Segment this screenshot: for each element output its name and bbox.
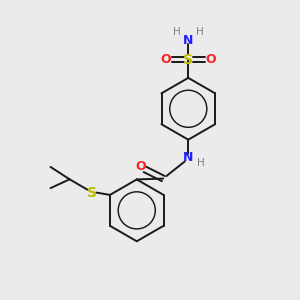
Text: H: H <box>197 158 205 168</box>
Text: H: H <box>196 27 203 37</box>
Text: N: N <box>183 152 194 164</box>
Text: S: S <box>87 185 97 200</box>
Text: S: S <box>183 52 193 67</box>
Text: O: O <box>160 53 171 66</box>
Text: H: H <box>173 27 181 37</box>
Text: N: N <box>183 34 194 47</box>
Text: O: O <box>136 160 146 173</box>
Text: O: O <box>206 53 216 66</box>
